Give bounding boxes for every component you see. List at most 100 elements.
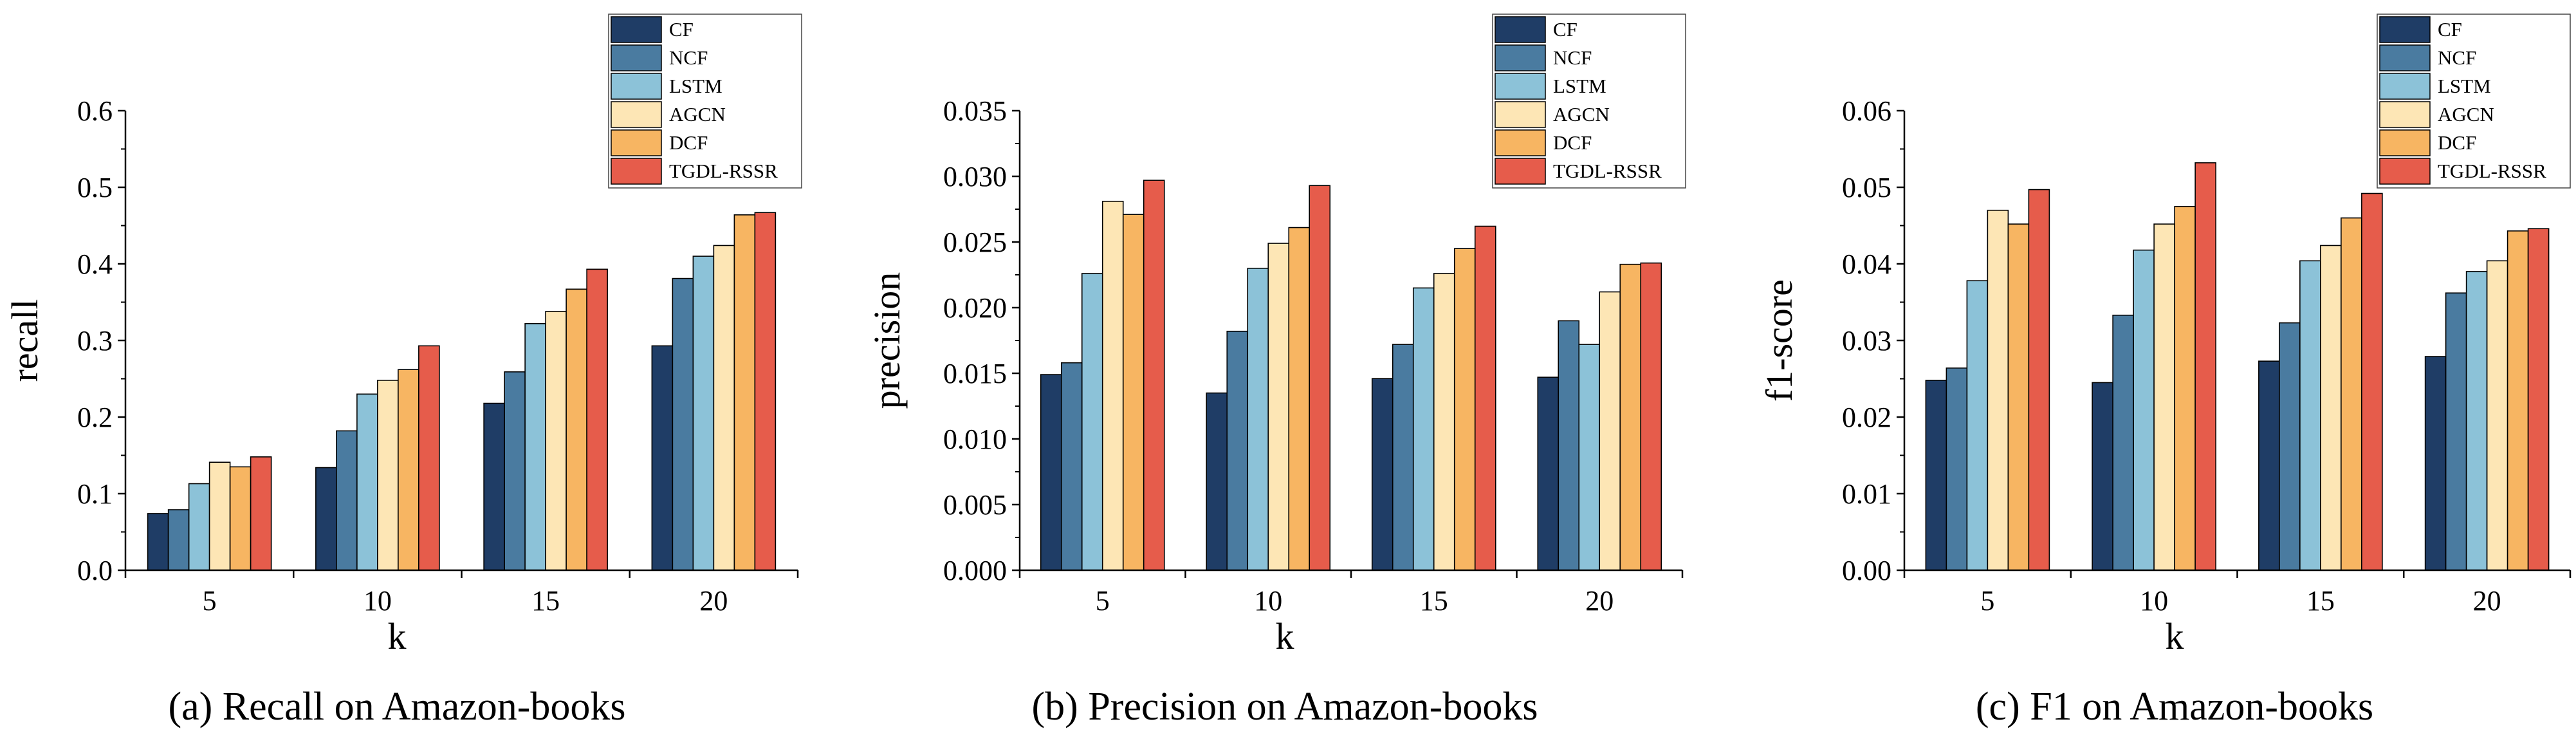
bar-dcf-k15: [566, 288, 587, 571]
bar-lstm-k15: [1412, 287, 1435, 571]
bar-cf-k5: [147, 513, 169, 571]
legend-swatch-cf: [2379, 16, 2431, 43]
bar-ncf-k5: [1060, 362, 1083, 571]
bar-tgdl-rssr-k20: [754, 212, 777, 571]
bar-lstm-k10: [2133, 249, 2155, 571]
legend-label-agcn: AGCN: [2438, 103, 2494, 126]
legend-swatch-dcf: [611, 129, 662, 156]
legend-label-tgdl-rssr: TGDL-RSSR: [1553, 160, 1662, 182]
bar-tgdl-rssr-k15: [1474, 225, 1496, 571]
legend-label-tgdl-rssr: TGDL-RSSR: [669, 160, 778, 182]
legend-label-dcf: DCF: [1553, 131, 1592, 154]
legend-swatch-ncf: [2379, 44, 2431, 71]
bar-lstm-k5: [1081, 273, 1103, 571]
x-tick-label: 15: [2306, 585, 2335, 617]
x-tick-label: 5: [1980, 585, 1994, 617]
x-axis-title: k: [388, 615, 407, 657]
bar-cf-k5: [1040, 374, 1062, 571]
chart-panel-2: 0.000 0.005 0.010 0.015 0.020 0.025 0.030 0.035…: [866, 14, 1686, 729]
bar-ncf-k5: [1946, 368, 1968, 571]
bar-lstm-k20: [2465, 271, 2488, 571]
legend-label-tgdl-rssr: TGDL-RSSR: [2438, 160, 2546, 182]
y-tick-label: 0.005: [943, 489, 1007, 521]
bar-cf-k15: [2258, 360, 2280, 571]
legend-label-cf: CF: [669, 18, 694, 41]
bar-agcn-k15: [2320, 245, 2342, 571]
bar-dcf-k20: [733, 214, 756, 571]
legend-swatch-tgdl-rssr: [611, 158, 662, 185]
legend-swatch-ncf: [1495, 44, 1546, 71]
y-tick-label: 0.2: [77, 402, 113, 433]
bar-ncf-k15: [1392, 344, 1414, 571]
bar-tgdl-rssr-k5: [1143, 180, 1165, 571]
y-tick-label: 0.015: [943, 358, 1007, 389]
bar-agcn-k5: [208, 461, 231, 571]
legend-swatch-tgdl-rssr: [2379, 158, 2431, 185]
legend-swatch-dcf: [2379, 129, 2431, 156]
y-axis-title: f1-score: [1758, 279, 1800, 402]
x-tick-label: 5: [203, 585, 217, 617]
bar-ncf-k15: [504, 371, 526, 571]
bar-dcf-k10: [2174, 205, 2196, 571]
bar-lstm-k10: [356, 393, 378, 571]
y-axis-title: recall: [4, 299, 46, 382]
x-axis-title: k: [1276, 615, 1294, 657]
legend-swatch-lstm: [2379, 73, 2431, 100]
legend-label-agcn: AGCN: [669, 103, 726, 126]
y-tick-label: 0.00: [1842, 555, 1891, 586]
bar-cf-k20: [2424, 356, 2447, 571]
y-tick-label: 0.020: [943, 292, 1007, 324]
bar-dcf-k20: [1619, 263, 1642, 571]
x-tick-label: 5: [1096, 585, 1110, 617]
bar-cf-k10: [2092, 382, 2113, 571]
bar-cf-k10: [1206, 392, 1228, 571]
bar-lstm-k5: [188, 483, 210, 571]
bar-agcn-k5: [1101, 200, 1124, 571]
legend: CF NCF LSTM AGCN DCF TGDL-RSSR: [1492, 14, 1686, 189]
bar-ncf-k5: [167, 509, 190, 571]
x-tick-label: 15: [1420, 585, 1448, 617]
x-tick-label: 20: [1585, 585, 1614, 617]
x-tick-label: 10: [1254, 585, 1282, 617]
bar-agcn-k10: [2153, 223, 2175, 571]
legend-label-lstm: LSTM: [2438, 75, 2491, 97]
legend-swatch-dcf: [1495, 129, 1546, 156]
bar-ncf-k20: [2445, 292, 2467, 571]
chart-panel-1: 0.0 0.1 0.2 0.3 0.4 0.5 0.6 5 10 15 20 k recall CF NCF…: [4, 14, 802, 729]
legend-label-lstm: LSTM: [669, 75, 722, 97]
legend-label-lstm: LSTM: [1553, 75, 1606, 97]
y-tick-label: 0.3: [77, 325, 113, 357]
bar-cf-k10: [315, 467, 337, 571]
bar-tgdl-rssr-k20: [1640, 262, 1662, 571]
y-tick-label: 0.030: [943, 161, 1007, 192]
bar-agcn-k5: [1987, 209, 2009, 571]
bar-cf-k5: [1925, 380, 1947, 571]
bar-lstm-k20: [1578, 344, 1601, 571]
y-tick-label: 0.0: [77, 555, 113, 586]
bar-ncf-k10: [2112, 314, 2134, 571]
x-tick-label: 10: [2140, 585, 2168, 617]
legend-label-cf: CF: [2438, 18, 2462, 41]
panel-caption: (b) Precision on Amazon-books: [1032, 685, 1538, 729]
bar-cf-k20: [651, 345, 674, 571]
bar-ncf-k20: [1558, 320, 1580, 571]
legend-swatch-agcn: [611, 101, 662, 128]
bar-tgdl-rssr-k5: [250, 456, 272, 571]
legend: CF NCF LSTM AGCN DCF TGDL-RSSR: [2377, 14, 2571, 189]
bar-tgdl-rssr-k10: [2194, 162, 2216, 571]
y-tick-label: 0.010: [943, 423, 1007, 455]
x-tick-label: 15: [531, 585, 560, 617]
legend-label-agcn: AGCN: [1553, 103, 1610, 126]
y-tick-label: 0.01: [1842, 478, 1891, 510]
legend-swatch-ncf: [611, 44, 662, 71]
bar-ncf-k20: [672, 277, 694, 571]
panel-caption: (a) Recall on Amazon-books: [168, 685, 625, 729]
legend-label-ncf: NCF: [2438, 46, 2476, 69]
bar-ncf-k10: [1226, 330, 1249, 571]
y-tick-label: 0.4: [77, 248, 113, 280]
y-tick-label: 0.025: [943, 227, 1007, 258]
bar-tgdl-rssr-k5: [2028, 189, 2050, 571]
x-tick-label: 10: [363, 585, 392, 617]
bar-tgdl-rssr-k20: [2527, 228, 2550, 571]
